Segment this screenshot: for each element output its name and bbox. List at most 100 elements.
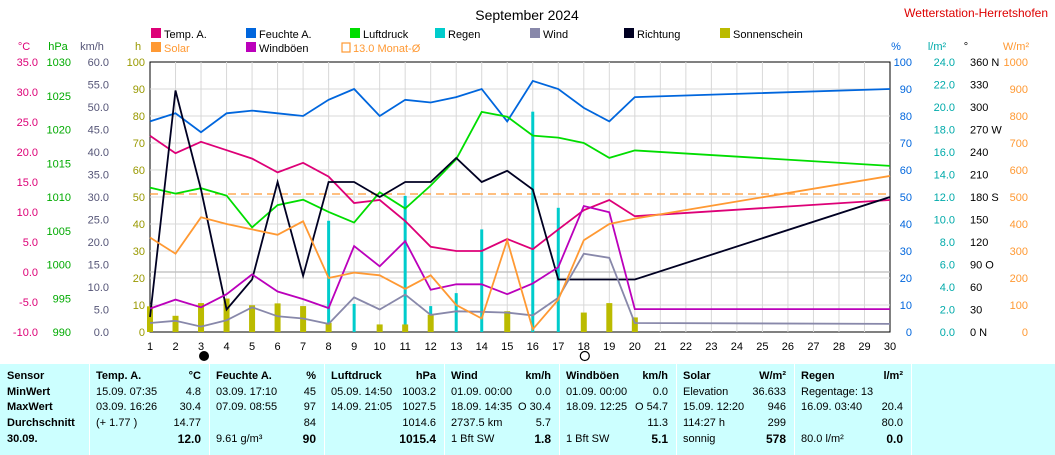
table-cell: 15.09. 07:35 — [96, 386, 158, 398]
table-cell: 1014.6 — [402, 417, 436, 429]
x-tick: 30 — [884, 341, 896, 353]
axis-tick: 800 — [1010, 111, 1028, 123]
axis-lm2: l/m² 24.0 22.0 20.0 18.0 16.0 14.0 12.0 10.0 8.0 6… — [928, 41, 955, 339]
table-cell: 946 — [767, 401, 786, 413]
axis-tick: 70 — [900, 138, 912, 150]
table-cell: MaxWert — [7, 401, 53, 413]
series-line-wind — [149, 252, 891, 328]
table-column: Feuchte A.% 03.09. 17:10 45 07.09. 08:55 97 8… — [210, 364, 325, 455]
table-cell: 14.77 — [173, 417, 201, 429]
axis-tick: 0 — [1022, 327, 1028, 339]
table-cell: 11.3 — [647, 417, 668, 429]
legend-swatch — [341, 42, 351, 53]
axis-tick: 90 — [900, 84, 912, 96]
axis-tick: 24.0 — [934, 57, 955, 69]
bar-sonnenschein — [274, 303, 281, 332]
axis-tick: 995 — [53, 293, 71, 305]
table-cell: l/m² — [883, 370, 903, 382]
axis-tick: 0 N — [970, 327, 987, 339]
table-cell: 30.09. — [7, 433, 38, 445]
full-moon-icon — [579, 350, 590, 362]
table-column: Temp. A. °C 15.09. 07:35 4.8 03.09. 16:26 30.… — [90, 364, 210, 455]
table-cell: 01.09. 00:00 — [451, 386, 513, 398]
axis-tick: 60 — [970, 282, 982, 294]
axis-tick: 100 — [127, 57, 145, 69]
table-cell: 45 — [303, 386, 316, 398]
axis-tick: 50 — [900, 192, 912, 204]
table-cell: Windböen — [566, 370, 620, 382]
bar-sonnenschein — [172, 315, 179, 332]
axis-tick: 80 — [133, 111, 145, 123]
axis-unit: l/m² — [928, 41, 947, 53]
axis-tick: 300 — [1010, 246, 1028, 258]
table-cell: O 54.7 — [634, 401, 668, 413]
table-cell: 1003.2 — [402, 386, 436, 398]
x-tick: 2 — [172, 341, 178, 353]
table-cell: 1027.5 — [402, 401, 436, 413]
axis-tick: 900 — [1010, 84, 1028, 96]
table-cell: 299 — [767, 417, 786, 429]
axis-tick: 80 — [900, 111, 912, 123]
axis-tick: -10.0 — [13, 327, 38, 339]
statistics-table: Sensor MinWert MaxWert Durchschnitt 30.09. Te… — [0, 364, 1055, 455]
axis-tick: 16.0 — [934, 147, 955, 159]
bar-sonnenschein — [249, 305, 256, 332]
legend-item-feuchte: Feuchte A. — [246, 28, 312, 41]
axis-tick: 30 — [133, 246, 145, 258]
axis-tick: 30.0 — [17, 87, 38, 99]
axis-deg: °360 N 330 300 270 W 240 210 180 S 150 120 90 O 60… — [964, 41, 1003, 339]
x-tick: 9 — [351, 341, 357, 353]
legend-item-wind: Wind — [530, 28, 568, 41]
axis-tick: 0.0 — [940, 327, 955, 339]
axis-unit: h — [135, 41, 141, 53]
table-cell: 14.09. 21:05 — [331, 401, 393, 413]
axis-tick: 150 — [970, 215, 988, 227]
x-tick: 14 — [476, 341, 488, 353]
legend-item-luftdruck: Luftdruck — [350, 28, 409, 41]
table-column: Luftdruck hPa 05.09. 14:50 1003.2 14.09. 21:… — [325, 364, 445, 455]
x-tick: 11 — [399, 341, 410, 353]
axis-tick: 5.0 — [23, 237, 38, 249]
bar-sonnenschein — [606, 303, 613, 332]
series-line-windben — [149, 204, 890, 310]
axis-tick: 15.0 — [17, 177, 38, 189]
bar-regen — [480, 229, 484, 332]
x-tick: 18 — [578, 341, 590, 353]
table-cell: 114:27 h — [683, 417, 726, 429]
axis-tick: 4.0 — [940, 282, 955, 294]
axis-tick: 10.0 — [88, 282, 109, 294]
new-moon-icon — [199, 351, 210, 361]
legend-swatch — [350, 28, 360, 38]
station-name: Wetterstation-Herretshofen — [904, 6, 1048, 20]
table-cell: 97 — [303, 401, 316, 413]
table-cell: % — [306, 370, 316, 382]
axis-tick: 60.0 — [88, 57, 109, 69]
table-cell: 16.09. 03:40 — [801, 401, 863, 413]
legend-item-richtung: Richtung — [624, 28, 680, 41]
table-cell: Wind — [451, 370, 478, 382]
x-tick: 5 — [249, 341, 255, 353]
x-tick: 6 — [275, 341, 281, 353]
axis-tick: 35.0 — [17, 57, 38, 69]
axis-tick: 360 N — [970, 57, 999, 69]
axis-tick: 330 — [970, 80, 988, 92]
table-cell: Feuchte A. — [216, 370, 272, 382]
axis-tick: 15.0 — [88, 260, 109, 272]
axis-tick: 60 — [900, 165, 912, 177]
table-cell: 18.09. 14:35 — [451, 401, 513, 413]
x-tick: 4 — [223, 341, 229, 353]
table-cell: 05.09. 14:50 — [331, 386, 393, 398]
x-tick: 15 — [501, 341, 513, 353]
x-tick: 16 — [527, 341, 539, 353]
table-cell: 5.7 — [535, 417, 551, 429]
table-cell: 03.09. 16:26 — [96, 401, 158, 413]
axis-tick: 70 — [133, 138, 145, 150]
table-cell: Sensor — [7, 370, 45, 382]
table-cell: 9.61 g/m³ — [216, 433, 263, 445]
axis-tick: 1010 — [47, 192, 71, 204]
table-cell: Temp. A. — [96, 370, 142, 382]
x-tick: 20 — [629, 341, 641, 353]
axis-tick: 40.0 — [88, 147, 109, 159]
x-tick: 7 — [300, 341, 306, 353]
x-tick: 17 — [552, 341, 564, 353]
